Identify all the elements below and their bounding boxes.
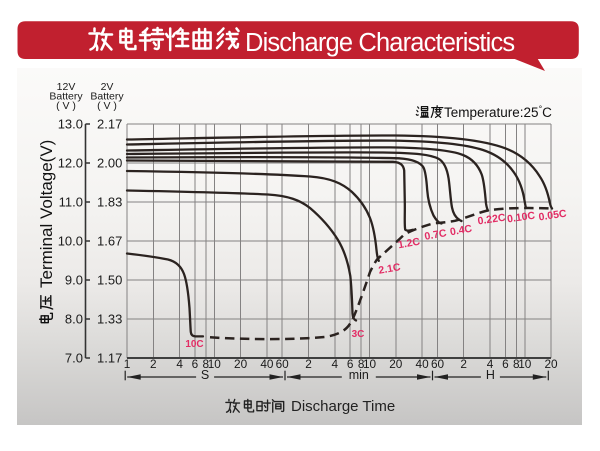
- svg-text:2V: 2V: [101, 81, 114, 93]
- svg-text:2: 2: [305, 357, 312, 371]
- svg-text:4: 4: [176, 357, 183, 371]
- svg-text:9.0: 9.0: [65, 272, 83, 287]
- svg-text:10.0: 10.0: [58, 233, 83, 248]
- svg-text:Discharge Time: Discharge Time: [291, 398, 395, 415]
- svg-text:8: 8: [358, 357, 365, 371]
- svg-text:Battery: Battery: [90, 91, 124, 103]
- svg-text:1.33: 1.33: [97, 311, 122, 326]
- svg-text:6: 6: [347, 357, 354, 371]
- svg-text:12V: 12V: [57, 81, 76, 93]
- svg-text:10: 10: [208, 357, 222, 371]
- svg-text:0.10C: 0.10C: [506, 210, 536, 226]
- svg-text:( V ): ( V ): [97, 100, 117, 112]
- svg-text:20: 20: [234, 357, 248, 371]
- svg-text:4: 4: [332, 357, 339, 371]
- svg-text:( V ): ( V ): [56, 100, 76, 112]
- svg-text:10: 10: [363, 357, 377, 371]
- svg-text:Battery: Battery: [49, 91, 83, 103]
- svg-text:H: H: [486, 368, 495, 382]
- svg-text:40: 40: [260, 357, 274, 371]
- svg-text:0.05C: 0.05C: [538, 208, 568, 224]
- svg-text:40: 40: [416, 357, 430, 371]
- svg-text:2: 2: [150, 357, 157, 371]
- svg-text:8.0: 8.0: [65, 311, 83, 326]
- svg-text:12.0: 12.0: [58, 155, 83, 170]
- svg-text:2.17: 2.17: [97, 116, 122, 131]
- svg-text:6: 6: [192, 357, 199, 371]
- svg-text:1.2C: 1.2C: [397, 236, 421, 252]
- svg-text:4: 4: [487, 357, 494, 371]
- svg-text:3C: 3C: [352, 329, 365, 340]
- svg-text:1.50: 1.50: [97, 272, 122, 287]
- svg-text:1.67: 1.67: [97, 233, 122, 248]
- svg-text:Terminal Voltage(V): Terminal Voltage(V): [37, 140, 56, 288]
- svg-text:60: 60: [431, 357, 445, 371]
- svg-text:8: 8: [513, 357, 520, 371]
- svg-text:10C: 10C: [185, 339, 203, 350]
- svg-text:2.1C: 2.1C: [378, 261, 402, 277]
- svg-text:1.17: 1.17: [97, 350, 122, 365]
- svg-text:Discharge Characteristics: Discharge Characteristics: [245, 29, 514, 57]
- svg-text:20: 20: [544, 357, 558, 371]
- svg-text:S: S: [201, 368, 209, 382]
- svg-text:1.83: 1.83: [97, 194, 122, 209]
- svg-text:1: 1: [124, 357, 131, 371]
- svg-text:7.0: 7.0: [65, 350, 83, 365]
- svg-text:10: 10: [518, 357, 532, 371]
- svg-text:60: 60: [276, 357, 290, 371]
- svg-text:6: 6: [502, 357, 509, 371]
- svg-text:13.0: 13.0: [58, 116, 83, 131]
- svg-text:11.0: 11.0: [59, 194, 83, 209]
- svg-text:2: 2: [460, 357, 467, 371]
- svg-text:20: 20: [389, 357, 403, 371]
- svg-text:min: min: [349, 368, 369, 382]
- svg-text:2.00: 2.00: [97, 155, 122, 170]
- svg-text:0.22C: 0.22C: [477, 212, 507, 228]
- svg-text:0.7C: 0.7C: [424, 227, 448, 243]
- svg-text:Temperature:25°C: Temperature:25°C: [444, 104, 552, 120]
- svg-text:8: 8: [203, 357, 210, 371]
- svg-text:0.4C: 0.4C: [449, 223, 473, 239]
